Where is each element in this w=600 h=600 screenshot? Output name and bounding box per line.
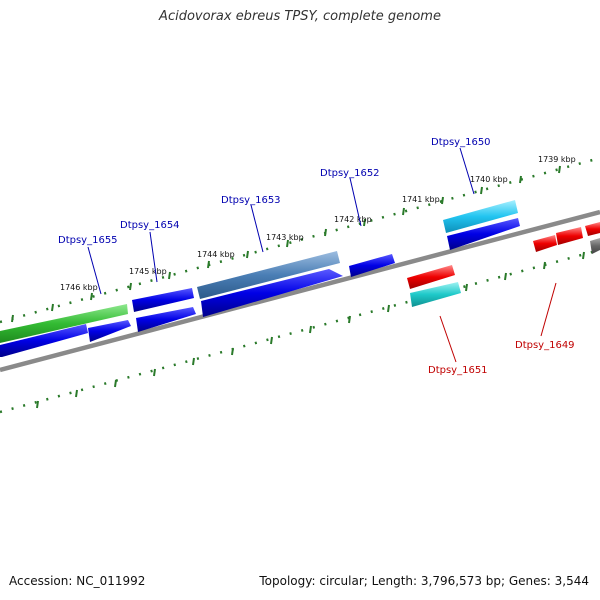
reverse-gene-grey[interactable] [590, 238, 600, 254]
scale-label-1739: 1739 kbp [538, 155, 576, 164]
forward-gene-e[interactable] [447, 218, 520, 250]
scale-label-1741: 1741 kbp [402, 195, 440, 204]
genome-stats-text: Topology: circular; Length: 3,796,573 bp… [259, 574, 589, 588]
gene-dtpsy-1651-feature[interactable] [407, 265, 455, 289]
gene-label-dtpsy-1654[interactable]: Dtpsy_1654 [120, 220, 180, 231]
map-title: Acidovorax ebreus TPSY, complete genome [159, 9, 441, 24]
accession-text: Accession: NC_011992 [9, 574, 146, 588]
forward-gene-d[interactable] [201, 269, 343, 317]
forward-gene-c[interactable] [136, 307, 196, 332]
outer-major-ticks [11, 165, 561, 323]
scale-label-1745: 1745 kbp [129, 267, 167, 276]
gene-label-dtpsy-1649[interactable]: Dtpsy_1649 [515, 340, 575, 351]
gene-label-dtpsy-1650[interactable]: Dtpsy_1650 [431, 137, 491, 148]
scale-label-1740: 1740 kbp [470, 175, 508, 184]
inner-major-ticks [36, 251, 585, 409]
reverse-leader-lines [439, 282, 557, 363]
gene-label-dtpsy-1653[interactable]: Dtpsy_1653 [221, 195, 281, 206]
scale-label-1744: 1744 kbp [197, 250, 235, 259]
forward-leader-lines [87, 147, 475, 295]
genome-backbone [0, 209, 600, 373]
gene-dtpsy-1651b-feature[interactable] [410, 282, 461, 307]
reverse-gene-c[interactable] [585, 222, 600, 236]
gene-label-dtpsy-1655[interactable]: Dtpsy_1655 [58, 235, 118, 246]
forward-gene-b[interactable] [88, 320, 131, 342]
gene-label-dtpsy-1652[interactable]: Dtpsy_1652 [320, 168, 380, 179]
scale-label-1746: 1746 kbp [60, 283, 98, 292]
gene-dtpsy-1652-feature[interactable] [349, 254, 395, 277]
gene-dtpsy-1655-feature[interactable] [0, 304, 128, 343]
gene-label-dtpsy-1651[interactable]: Dtpsy_1651 [428, 365, 488, 376]
gene-dtpsy-1649-feature[interactable] [533, 235, 557, 252]
forward-gene-a[interactable] [0, 324, 88, 357]
scale-label-1742: 1742 kbp [334, 215, 372, 224]
reverse-gene-b[interactable] [556, 227, 583, 245]
scale-label-1743: 1743 kbp [266, 233, 304, 242]
gene-dtpsy-1650-feature[interactable] [443, 200, 518, 233]
gene-dtpsy-1654-feature[interactable] [132, 288, 194, 312]
inner-scale-track [0, 248, 600, 414]
gene-dtpsy-1653-feature[interactable] [197, 251, 340, 299]
